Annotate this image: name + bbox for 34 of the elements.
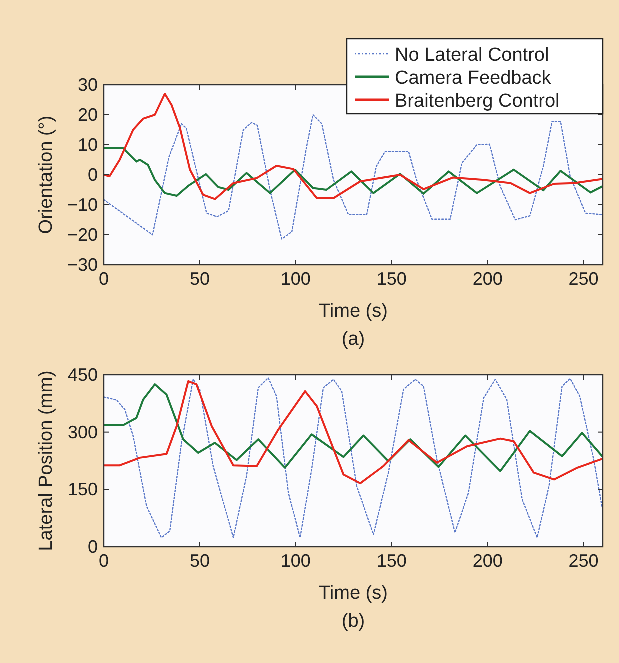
y-tick-label: 450 — [68, 365, 98, 385]
x-tick-label: 100 — [280, 551, 311, 571]
y-tick-label: −30 — [67, 255, 98, 275]
x-tick-label: 250 — [568, 551, 599, 571]
x-tick-label: 200 — [472, 551, 503, 571]
x-axis-title: Time (s) — [319, 301, 388, 322]
text: (b) — [342, 611, 366, 632]
x-tick-label: 50 — [190, 269, 210, 289]
x-tick-label: 100 — [280, 269, 311, 289]
y-tick-label: 20 — [78, 105, 98, 125]
legend-label: Camera Feedback — [395, 68, 552, 89]
x-tick-label: 250 — [568, 269, 599, 289]
x-tick-label: 50 — [190, 551, 210, 571]
x-axis-title: Time (s) — [319, 583, 388, 604]
x-tick-label: 200 — [472, 269, 503, 289]
y-axis-title: Orientation (°) — [36, 116, 57, 234]
line-series — [104, 147, 603, 197]
y-tick-label: 300 — [68, 422, 98, 442]
y-axis-title: Lateral Position (mm) — [36, 370, 57, 552]
y-tick-label: 150 — [68, 480, 98, 500]
y-tick-label: 10 — [78, 135, 98, 155]
legend-label: Braitenberg Control — [395, 91, 560, 112]
y-tick-label: −10 — [67, 195, 98, 215]
text: (a) — [342, 329, 366, 350]
line-series — [104, 93, 603, 200]
x-tick-label: 150 — [376, 269, 407, 289]
line-series — [104, 377, 603, 538]
line-series — [104, 114, 603, 240]
x-tick-label: 150 — [376, 551, 407, 571]
y-tick-label: 0 — [88, 165, 98, 185]
y-tick-label: 0 — [88, 537, 98, 557]
y-tick-label: −20 — [67, 225, 98, 245]
y-tick-label: 30 — [78, 75, 98, 95]
legend-label: No Lateral Control — [395, 45, 550, 66]
